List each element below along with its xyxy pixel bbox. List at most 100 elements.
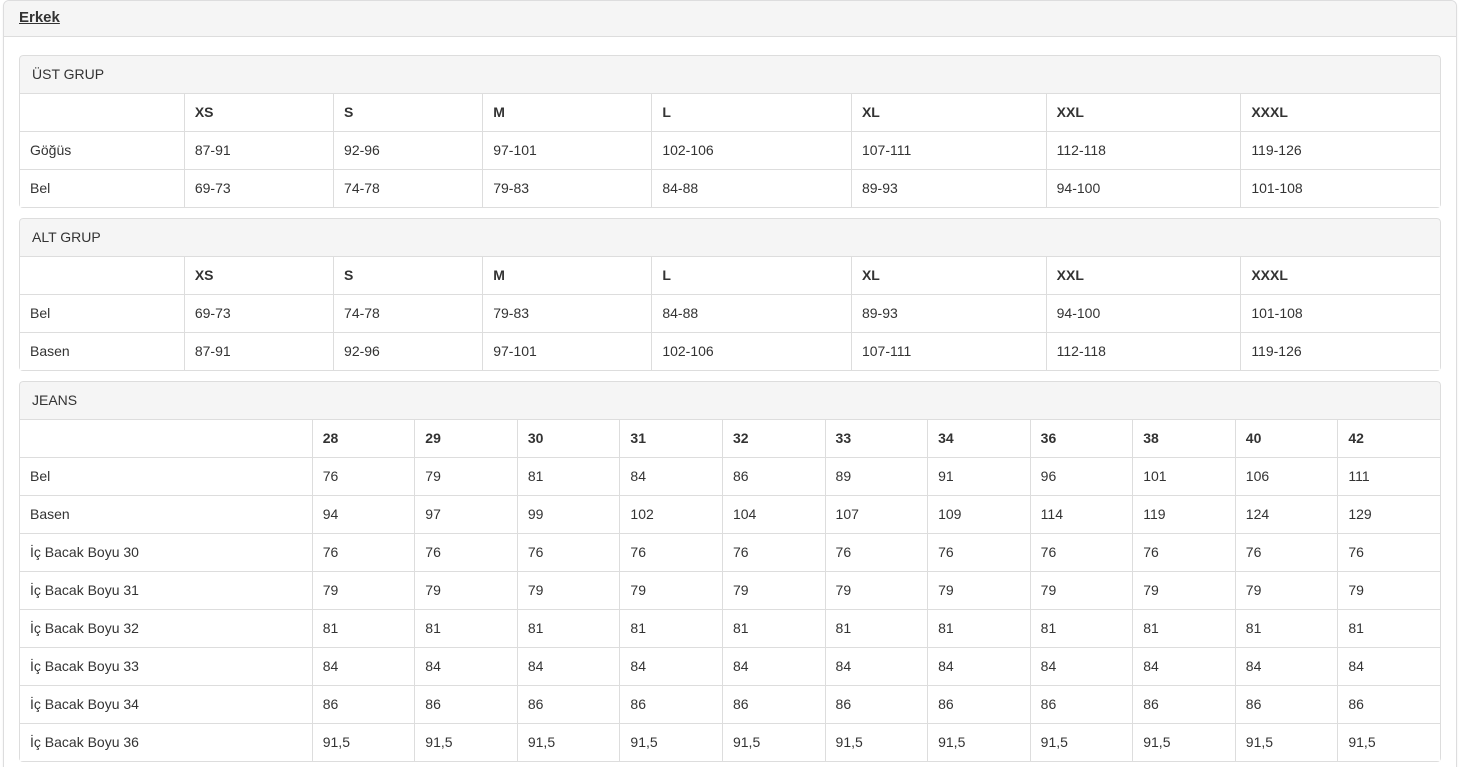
size-value-cell: 91,5 [824,723,929,762]
size-value-cell: 101 [1132,457,1236,496]
size-value-cell: 92-96 [333,332,484,371]
size-value-cell: 124 [1234,495,1339,534]
size-value-cell: 84-88 [651,294,852,333]
size-value-cell: 91 [927,457,1031,496]
size-column-header: 28 [311,419,416,458]
size-column-header: M [482,256,653,295]
jeans-table: 28 29 30 31 32 33 34 36 38 40 42 Bel 76 79 81 84 86 89 91 9… [19,419,1441,762]
size-value-cell: 99 [516,495,621,534]
size-value-cell: 129 [1337,495,1441,534]
size-value-cell: 107 [824,495,929,534]
panel-alt-grup: ALT GRUP XS S M L XL XXL XXXL Bel 69-73 74-78 79-8… [19,218,1441,371]
size-table-row: Basen 94 97 99 102 104 107 109 114 119 124 129 [19,495,1441,534]
size-value-cell: 84 [414,647,518,686]
size-value-cell: 81 [1132,609,1236,648]
size-value-cell: 84 [1234,647,1339,686]
size-value-cell: 112-118 [1045,332,1242,371]
size-value-cell: 91,5 [311,723,416,762]
size-value-cell: 86 [1132,685,1236,724]
size-column-header: XS [183,93,335,132]
size-value-cell: 81 [721,609,826,648]
size-column-header: L [651,256,852,295]
measurement-row-label: Basen [19,332,185,371]
erkek-section-link[interactable]: Erkek [19,9,60,26]
size-value-cell: 76 [414,533,518,572]
measurement-row-label: İç Bacak Boyu 34 [19,685,313,724]
size-value-cell: 76 [824,533,929,572]
size-value-cell: 79 [824,571,929,610]
size-table-row: İç Bacak Boyu 31 79 79 79 79 79 79 79 79 79 79 79 [19,571,1441,610]
measurement-row-label: Göğüs [19,131,185,170]
size-value-cell: 84 [311,647,416,686]
size-value-cell: 76 [1234,533,1339,572]
empty-header-cell [19,419,313,458]
size-value-cell: 91,5 [1337,723,1441,762]
size-table-row: Göğüs 87-91 92-96 97-101 102-106 107-111 112-1… [19,131,1441,170]
size-value-cell: 91,5 [927,723,1031,762]
size-column-header: 40 [1234,419,1339,458]
size-value-cell: 86 [721,685,826,724]
size-chart-body: ÜST GRUP XS S M L XL XXL XXXL Göğüs 87-91 92-96 97… [4,37,1456,767]
size-value-cell: 79 [414,571,518,610]
panel-heading-alt-grup: ALT GRUP [19,218,1441,256]
size-value-cell: 111 [1337,457,1441,496]
size-value-cell: 81 [516,457,621,496]
size-table-row: İç Bacak Boyu 34 86 86 86 86 86 86 86 86 86 86 86 [19,685,1441,724]
size-value-cell: 74-78 [333,169,484,208]
size-value-cell: 84 [721,647,826,686]
size-value-cell: 81 [824,609,929,648]
size-value-cell: 69-73 [183,169,335,208]
size-value-cell: 107-111 [850,332,1047,371]
size-value-cell: 92-96 [333,131,484,170]
size-value-cell: 94-100 [1045,169,1242,208]
size-value-cell: 76 [1132,533,1236,572]
panel-ust-grup: ÜST GRUP XS S M L XL XXL XXXL Göğüs 87-91 92-96 97… [19,55,1441,208]
size-header-row: 28 29 30 31 32 33 34 36 38 40 42 [19,419,1441,458]
size-value-cell: 81 [516,609,621,648]
size-value-cell: 89-93 [850,294,1047,333]
size-value-cell: 97-101 [482,131,653,170]
size-value-cell: 107-111 [850,131,1047,170]
size-column-header: XS [183,256,335,295]
size-value-cell: 79 [927,571,1031,610]
size-value-cell: 79 [414,457,518,496]
size-value-cell: 102-106 [651,131,852,170]
size-column-header: 31 [619,419,723,458]
size-value-cell: 97 [414,495,518,534]
size-header-row: XS S M L XL XXL XXXL [19,256,1441,295]
size-value-cell: 96 [1029,457,1134,496]
size-value-cell: 79-83 [482,294,653,333]
size-value-cell: 76 [619,533,723,572]
size-value-cell: 81 [1029,609,1134,648]
size-value-cell: 84 [619,457,723,496]
size-column-header: 38 [1132,419,1236,458]
size-value-cell: 81 [927,609,1031,648]
measurement-row-label: Bel [19,169,185,208]
size-value-cell: 101-108 [1240,169,1441,208]
size-column-header: XXL [1045,93,1242,132]
size-column-header: 29 [414,419,518,458]
measurement-row-label: Bel [19,294,185,333]
size-value-cell: 79 [516,571,621,610]
size-value-cell: 84 [927,647,1031,686]
size-column-header: 36 [1029,419,1134,458]
panel-heading-ust-grup: ÜST GRUP [19,55,1441,93]
size-chart-card: Erkek ÜST GRUP XS S M L XL XXL XXXL Göğüs 87-91 9… [3,0,1457,767]
card-heading-erkek: Erkek [4,1,1456,37]
size-value-cell: 81 [1234,609,1339,648]
size-value-cell: 86 [1337,685,1441,724]
size-value-cell: 97-101 [482,332,653,371]
size-value-cell: 76 [516,533,621,572]
size-value-cell: 91,5 [1234,723,1339,762]
size-table-row: Basen 87-91 92-96 97-101 102-106 107-111 112-1… [19,332,1441,371]
size-value-cell: 91,5 [619,723,723,762]
alt-grup-table: XS S M L XL XXL XXXL Bel 69-73 74-78 79-83 84-88 89-… [19,256,1441,371]
size-value-cell: 86 [414,685,518,724]
size-value-cell: 84 [1132,647,1236,686]
size-value-cell: 104 [721,495,826,534]
size-value-cell: 91,5 [1132,723,1236,762]
size-value-cell: 102 [619,495,723,534]
size-column-header: XXL [1045,256,1242,295]
size-value-cell: 114 [1029,495,1134,534]
size-value-cell: 89 [824,457,929,496]
